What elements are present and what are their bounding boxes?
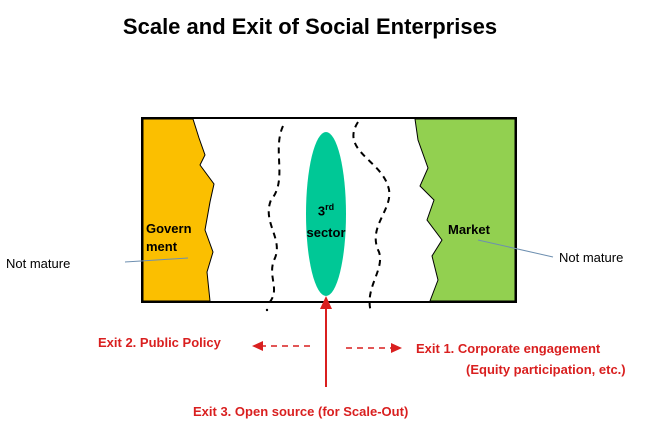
third-sector-superscript: rd [325,202,335,212]
dash-dot [265,308,269,312]
exit-public-policy-label: Exit 2. Public Policy [98,335,221,350]
right-note-pointer [477,239,554,258]
exit-corporate-arrowhead [391,343,402,353]
government-label-line1: Govern [146,221,192,236]
diagram-title: Scale and Exit of Social Enterprises [122,14,498,39]
left-note-pointer [124,257,189,263]
exit-corporate-label: Exit 1. Corporate engagement [416,341,601,356]
government-label-line2: ment [146,239,178,254]
third-sector-label: 3rd sector [303,196,349,244]
left-dashed-boundary [267,125,284,305]
exit-open-source-label: Exit 3. Open source (for Scale-Out) [193,404,409,419]
third-sector-ellipse [306,132,346,296]
market-label: Market [448,222,490,237]
right-not-mature-note: Not mature [559,250,624,265]
government-label: Govern ment [146,220,192,256]
third-sector-digit: 3 [317,203,326,219]
exit-corporate-detail: (Equity participation, etc.) [466,362,626,377]
third-sector-word: sector [306,225,346,241]
government-region [142,118,215,302]
exit-open-source-arrowhead [320,296,332,309]
third-sector-number: 3rd [303,196,349,222]
left-not-mature-note: Not mature [6,256,71,271]
right-dashed-boundary [352,121,391,313]
market-region [414,118,516,302]
exit-public-policy-arrowhead [252,341,263,351]
